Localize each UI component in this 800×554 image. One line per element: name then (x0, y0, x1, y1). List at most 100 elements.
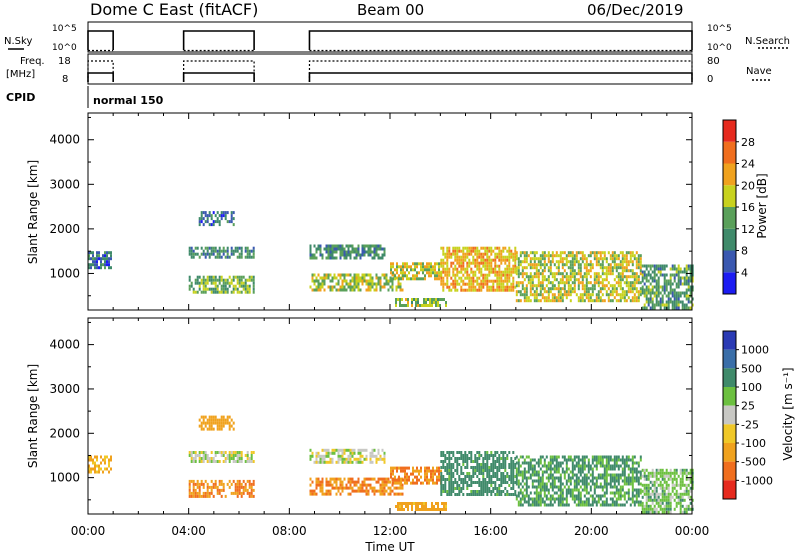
power-cells-cell (621, 254, 624, 258)
power-cells-cell (313, 256, 316, 260)
power-cells-cell (633, 278, 636, 282)
power-cells-cell (671, 273, 674, 277)
power-cells-cell (593, 281, 596, 285)
power-cells-cell (661, 264, 664, 268)
vel-cells-cell (649, 498, 652, 502)
vel-cells-cell (561, 482, 564, 486)
vel-cells-cell (573, 458, 576, 462)
vel-cells-cell (387, 486, 390, 490)
power-cells-cell (399, 301, 401, 304)
power-cells-cell (617, 272, 620, 276)
power-cells-cell (437, 304, 439, 307)
vel-cells-cell (202, 485, 205, 489)
power-cells-cell (669, 282, 672, 286)
vel-cells-cell (681, 468, 684, 472)
vel-cells-cell (512, 481, 515, 484)
vel-cells-cell (319, 480, 322, 484)
vel-cells-cell (585, 497, 588, 501)
power-cells-cell (512, 264, 515, 268)
power-cells-cell (232, 223, 235, 227)
vel-cells-cell (591, 494, 594, 498)
power-cells-cell (464, 276, 467, 280)
xtick-label: 00:00 (675, 524, 710, 538)
vel-cells-cell (309, 477, 312, 481)
vel-cells-cell (673, 492, 676, 496)
vel-cells-cell (389, 480, 392, 484)
vel-cells-cell (327, 460, 330, 464)
vel-cells-cell (563, 455, 566, 459)
vel-cells-cell (675, 495, 678, 499)
vel-cells-cell (615, 503, 618, 507)
power-cells-cell (553, 296, 556, 300)
vel-cells-cell (559, 491, 562, 495)
power-cells-cell (395, 276, 398, 280)
vel-cells-cell (349, 448, 352, 452)
power-cells-cell (440, 273, 443, 277)
power-cells-cell (661, 288, 664, 292)
vel-cells-cell (438, 478, 440, 482)
power-cells-cell (573, 272, 576, 276)
vel-cells-cell (529, 491, 532, 495)
power-cells-cell (605, 290, 608, 294)
power-cells-cell (577, 251, 580, 255)
vel-cells-cell (587, 461, 590, 465)
vel-cells-cell (349, 483, 352, 487)
power-cells-cell (649, 297, 652, 301)
power-cells-cell (647, 264, 650, 268)
power-cells-cell (488, 261, 491, 265)
vel-cells-cell (591, 503, 594, 507)
power-cells-cell (500, 288, 503, 292)
power-cells-cell (341, 247, 344, 251)
power-cells-cell (609, 299, 612, 303)
power-cells-cell (498, 246, 501, 250)
vel-cells-cell (200, 451, 203, 454)
vel-cells-cell (663, 507, 666, 511)
power-cells-cell (500, 249, 503, 253)
power-cells-cell (317, 282, 320, 286)
power-cells-cell (691, 279, 694, 283)
vel-cells-cell (663, 495, 666, 499)
power-cells-cell (529, 284, 532, 288)
power-cells-cell (361, 250, 364, 254)
vel-cells-cell (595, 500, 598, 504)
vel-cells-cell (613, 476, 616, 480)
vel-cells-cell (531, 482, 534, 486)
power-cells-cell (631, 299, 634, 303)
power-cells-cell (480, 273, 483, 277)
power-cells-cell (90, 257, 92, 261)
vel-cells-cell (347, 492, 350, 496)
power-cells-cell (242, 287, 245, 291)
vel-cells-cell (466, 493, 469, 496)
power-cells-cell (202, 223, 205, 227)
vel-cells-cell (679, 495, 682, 499)
vel-cells-cell (454, 493, 457, 496)
power-cells-cell (525, 275, 528, 279)
power-cells-cell (557, 272, 560, 276)
vel-cells-cell (685, 474, 688, 478)
vel-cells-cell (627, 473, 630, 477)
vel-cells-cell (250, 494, 253, 498)
colorbar-swatch (723, 185, 736, 207)
power-cells-cell (94, 263, 96, 267)
power-cells-cell (88, 251, 90, 255)
power-cells-cell (200, 290, 203, 294)
vel-cells-cell (196, 482, 199, 486)
vel-cells-cell (609, 455, 612, 459)
vel-cells-cell (671, 489, 674, 493)
vel-cells-cell (351, 486, 354, 490)
vel-cells-cell (452, 487, 455, 490)
vel-cells-cell (456, 487, 459, 490)
vel-cells-cell (609, 479, 612, 483)
power-cells-cell (470, 279, 473, 283)
power-cells-cell (659, 264, 662, 268)
x-axis-label: Time UT (364, 540, 415, 554)
power-cells-cell (456, 273, 459, 277)
power-cells-cell (657, 276, 660, 280)
colorbar-tick-label: 20 (741, 179, 755, 192)
power-cells-cell (210, 278, 213, 282)
nsky-panel-frame (87, 21, 693, 53)
power-cells-cell (611, 299, 614, 303)
vel-cells-cell (581, 470, 584, 474)
power-cells-cell (198, 255, 201, 259)
